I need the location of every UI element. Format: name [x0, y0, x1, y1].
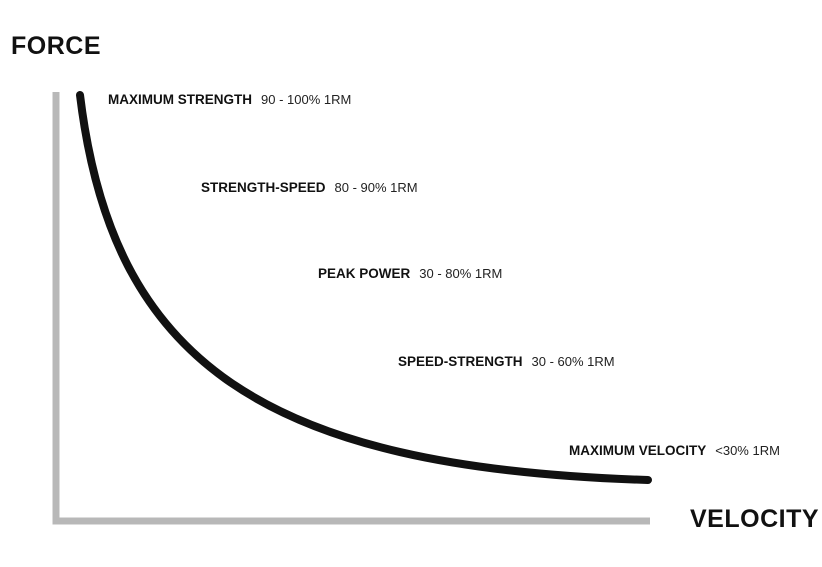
- zone-range: <30% 1RM: [715, 443, 780, 458]
- zone-name: MAXIMUM STRENGTH: [108, 92, 252, 107]
- zone-label-speed-strength: SPEED-STRENGTH 30 - 60% 1RM: [398, 354, 615, 369]
- zone-name: PEAK POWER: [318, 266, 411, 281]
- zone-name: MAXIMUM VELOCITY: [569, 443, 706, 458]
- zone-label-peak-power: PEAK POWER 30 - 80% 1RM: [318, 266, 502, 281]
- zone-range: 90 - 100% 1RM: [261, 92, 351, 107]
- x-axis-label: VELOCITY: [690, 505, 819, 533]
- force-velocity-curve: [76, 91, 652, 484]
- zone-range: 30 - 80% 1RM: [419, 266, 502, 281]
- zone-range: 80 - 90% 1RM: [335, 180, 418, 195]
- zone-name: STRENGTH-SPEED: [201, 180, 326, 195]
- zone-label-maximum-strength: MAXIMUM STRENGTH 90 - 100% 1RM: [108, 92, 351, 107]
- zone-label-maximum-velocity: MAXIMUM VELOCITY <30% 1RM: [569, 443, 780, 458]
- zone-name: SPEED-STRENGTH: [398, 354, 523, 369]
- zone-label-strength-speed: STRENGTH-SPEED 80 - 90% 1RM: [201, 180, 418, 195]
- zone-range: 30 - 60% 1RM: [532, 354, 615, 369]
- y-axis-label: FORCE: [11, 32, 101, 60]
